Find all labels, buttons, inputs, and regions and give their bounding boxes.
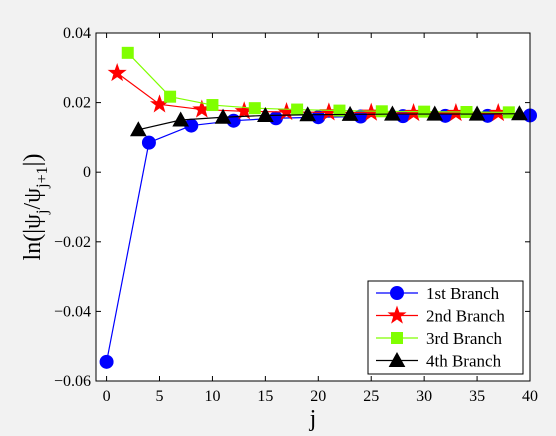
data-point: [121, 46, 134, 59]
y-tick-label: 0.04: [63, 25, 91, 42]
series-line: [127, 52, 509, 113]
x-tick-label: 5: [156, 388, 164, 405]
x-tick-label: 35: [469, 388, 485, 405]
data-point: [214, 108, 232, 124]
data-point: [129, 121, 147, 137]
data-point: [468, 105, 486, 121]
data-point: [141, 135, 156, 150]
data-point: [341, 105, 359, 121]
x-tick-label: 10: [204, 388, 220, 405]
legend-entry: 1st Branch: [376, 284, 500, 303]
data-point: [206, 99, 219, 112]
data-point: [299, 106, 317, 122]
x-tick-label: 25: [363, 388, 379, 405]
x-tick-label: 40: [522, 388, 538, 405]
y-axis-label: ln(|ψj/ψj+1|): [20, 154, 51, 261]
data-point: [384, 105, 401, 121]
x-tick-label: 30: [416, 388, 432, 405]
legend-entry: 2nd Branch: [376, 305, 505, 326]
y-tick-label: 0: [83, 164, 91, 181]
legend-marker: [391, 332, 403, 344]
data-point: [248, 102, 261, 115]
data-point: [257, 106, 274, 122]
series-3: [121, 46, 515, 119]
x-axis-label: j: [309, 406, 317, 432]
data-point: [460, 105, 473, 118]
legend-label: 4th Branch: [426, 352, 502, 371]
legend-label: 2nd Branch: [426, 307, 505, 326]
legend-entry: 4th Branch: [376, 352, 502, 371]
series-line: [138, 113, 520, 131]
series-4: [129, 105, 528, 137]
data-point: [291, 103, 304, 116]
legend-marker: [388, 351, 406, 367]
y-tick-label: −0.02: [54, 234, 91, 251]
plot-group: [99, 46, 537, 369]
y-tick-label: −0.04: [54, 303, 91, 320]
legend-label: 3rd Branch: [426, 329, 503, 348]
data-point: [107, 62, 127, 82]
data-point: [375, 105, 388, 118]
data-point: [172, 111, 190, 127]
data-point: [333, 104, 346, 117]
data-point: [502, 106, 515, 119]
data-point: [99, 354, 114, 369]
x-tick-label: 20: [310, 388, 326, 405]
data-point: [511, 105, 528, 121]
axes-group: 0 5 10 15 20 25 30 35 40 0.04 0.02 0 −0.02 −0.04 −0.06: [54, 25, 538, 405]
legend-label: 1st Branch: [426, 284, 500, 303]
data-point: [164, 90, 177, 103]
legend-marker: [387, 305, 407, 324]
x-tick-label: 15: [257, 388, 273, 405]
y-tick-label: 0.02: [63, 95, 91, 112]
legend-marker: [390, 286, 404, 300]
axes-frame: [95, 32, 531, 382]
data-point: [426, 105, 444, 121]
data-point: [418, 105, 431, 118]
y-tick-label: −0.06: [54, 373, 91, 390]
legend: 1st Branch 2nd Branch 3rd Branch 4th Branch: [367, 280, 524, 375]
x-tick-label: 0: [103, 388, 111, 405]
legend-entry: 3rd Branch: [376, 329, 503, 348]
